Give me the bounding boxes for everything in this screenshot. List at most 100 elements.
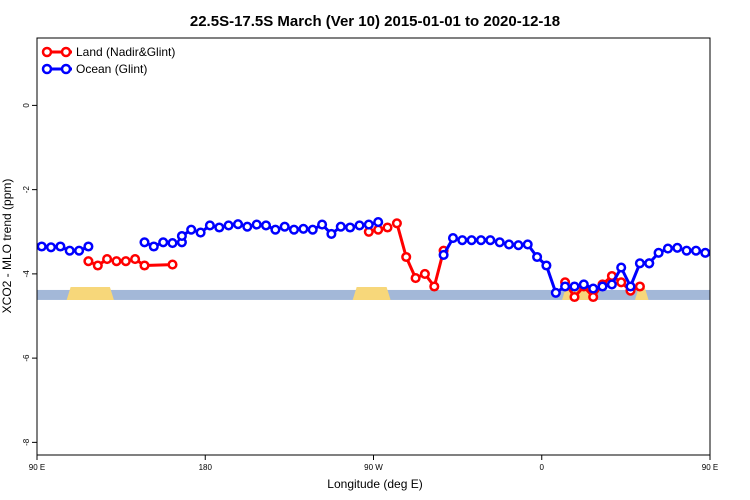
data-point (578, 279, 589, 290)
data-point (288, 224, 300, 235)
data-point (335, 221, 346, 232)
data-point (466, 235, 477, 246)
data-point (690, 245, 702, 256)
data-point (560, 281, 571, 292)
data-point (550, 287, 561, 298)
data-point (709, 248, 710, 253)
data-point (522, 239, 533, 250)
data-point (317, 219, 328, 230)
data-point (279, 221, 290, 232)
legend-land-marker (60, 46, 72, 58)
data-point (111, 256, 122, 267)
data-point (373, 217, 384, 228)
data-point (242, 221, 253, 232)
data-point (672, 242, 683, 253)
data-point (37, 241, 47, 252)
data-point (410, 273, 421, 284)
data-point (494, 237, 505, 248)
x-tick-label: 0 (540, 463, 545, 472)
x-tick-label: 180 (199, 463, 213, 472)
data-point (662, 243, 673, 254)
y-axis: 0 -2 -4 -6 -8 (22, 103, 37, 446)
data-point (298, 223, 309, 234)
series-ocean (37, 217, 747, 298)
data-point (139, 237, 150, 248)
data-point (720, 245, 728, 253)
x-axis-label: Longitude (deg E) (327, 477, 422, 491)
data-point (167, 259, 178, 270)
data-point (625, 281, 636, 292)
chart-title: 22.5S-17.5S March (Ver 10) 2015-01-01 to… (190, 13, 560, 30)
data-point (644, 258, 655, 269)
data-point (354, 220, 365, 231)
data-point (634, 258, 645, 269)
data-point (139, 260, 150, 271)
legend-ocean-label: Ocean (Glint) (76, 62, 147, 76)
data-point (588, 283, 599, 294)
data-point (457, 235, 468, 246)
data-point (64, 245, 75, 256)
legend-land-marker (41, 46, 53, 58)
plot-frame (36, 37, 711, 456)
data-point (167, 238, 178, 249)
data-point (345, 222, 356, 233)
data-point (232, 219, 244, 230)
data-point (204, 220, 215, 231)
data-point (739, 245, 747, 253)
data-point (148, 241, 159, 252)
land-region (352, 286, 391, 300)
data-point (130, 254, 141, 265)
data-point (307, 224, 318, 235)
data-point (616, 262, 627, 273)
legend-land-label: Land (Nadir&Glint) (76, 45, 175, 59)
data-point (730, 244, 738, 252)
data-point (120, 256, 131, 267)
data-point (223, 220, 234, 231)
series-layer (37, 217, 747, 303)
legend-ocean-marker (41, 63, 53, 75)
data-point (401, 251, 412, 263)
data-point (214, 222, 225, 233)
y-axis-label: XCO2 - MLO trend (ppm) (0, 179, 14, 314)
data-point (102, 254, 113, 265)
data-point (532, 251, 543, 263)
data-point (438, 249, 449, 260)
data-point (485, 235, 496, 246)
data-point (429, 281, 440, 292)
data-point (447, 233, 459, 244)
data-point (616, 277, 627, 288)
data-point (541, 260, 552, 271)
data-point (260, 220, 272, 231)
data-point (419, 268, 430, 279)
series-line (395, 222, 446, 288)
data-point (83, 241, 94, 252)
data-point (83, 256, 94, 267)
data-point (251, 219, 262, 230)
data-point (700, 247, 710, 258)
data-point (569, 281, 580, 292)
legend: Land (Nadir&Glint) Ocean (Glint) (41, 45, 175, 76)
data-point (158, 237, 169, 248)
data-point (382, 222, 393, 233)
y-tick-label: -8 (22, 438, 31, 446)
data-point (634, 281, 645, 292)
y-tick-label: -4 (22, 270, 31, 278)
data-point (195, 227, 206, 238)
y-tick-label: 0 (22, 103, 31, 108)
x-tick-label: 90 E (702, 463, 718, 472)
data-point (45, 242, 57, 253)
data-point (588, 291, 599, 303)
data-point (513, 240, 524, 251)
data-point (597, 281, 608, 292)
data-point (503, 239, 515, 250)
data-point (176, 230, 187, 242)
data-point (653, 247, 664, 258)
data-point (391, 218, 402, 229)
data-point (92, 260, 103, 271)
x-axis: 90 E 180 90 W 0 90 E (29, 455, 718, 472)
land-region (66, 286, 114, 300)
y-tick-label: -2 (22, 186, 31, 194)
legend-ocean-marker (60, 63, 72, 75)
data-point (74, 245, 85, 256)
